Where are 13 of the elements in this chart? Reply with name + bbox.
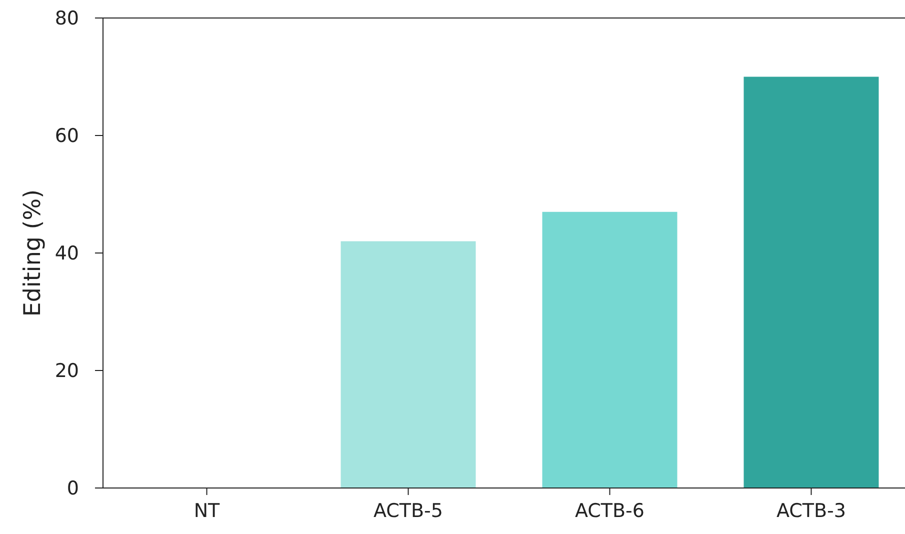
y-tick-label: 20 — [54, 360, 79, 382]
x-tick-label: ACTB-3 — [776, 500, 846, 522]
y-tick-label: 40 — [54, 242, 79, 265]
y-tick-label: 0 — [66, 478, 79, 500]
bar — [744, 76, 879, 488]
bar — [340, 241, 476, 488]
y-tick-label: 80 — [54, 8, 79, 30]
y-axis-title: Editing (%) — [20, 189, 46, 317]
bar — [542, 212, 678, 488]
x-tick-label: NT — [194, 500, 220, 522]
x-tick-label: ACTB-6 — [574, 500, 644, 522]
y-tick-label: 60 — [54, 125, 79, 148]
x-tick-label: ACTB-5 — [374, 500, 444, 522]
